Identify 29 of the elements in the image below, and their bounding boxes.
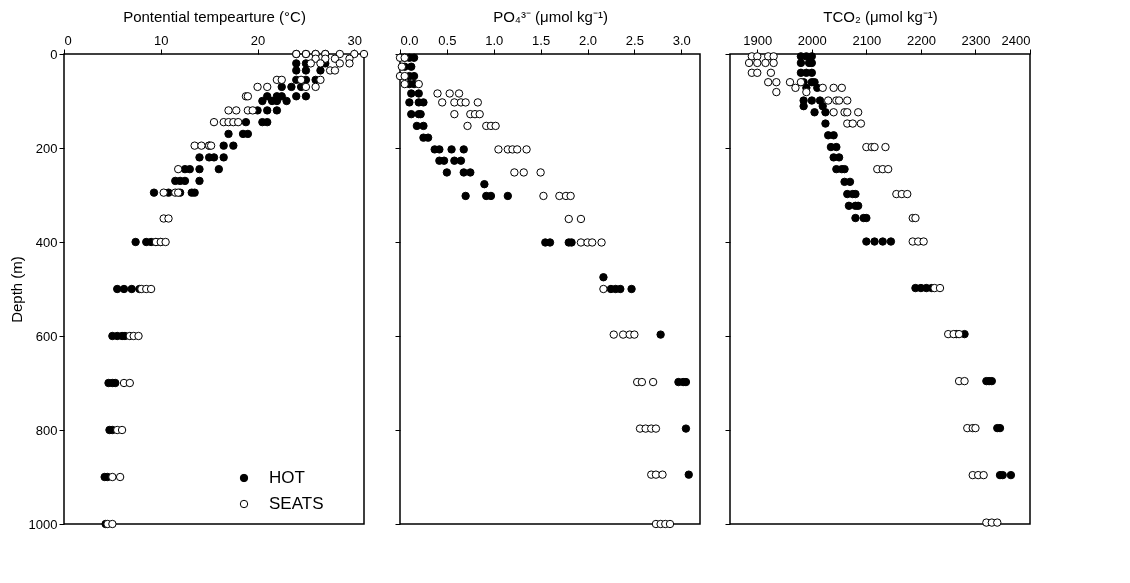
y-tick-label: 600 xyxy=(35,328,58,344)
x-tick-label: 0.0 xyxy=(400,32,419,48)
x-axis-title: TCO₂ (μmol kg⁻¹) xyxy=(823,7,938,25)
x-tick-label: 2000 xyxy=(797,32,827,48)
x-tick-label: 2300 xyxy=(961,32,991,48)
x-tick-label: 2.0 xyxy=(578,32,598,48)
x-tick-label: 2400 xyxy=(1001,32,1031,48)
legend-label: HOT xyxy=(269,468,305,487)
x-axis-title: Pontential tempearture (°C) xyxy=(123,7,306,25)
x-tick-label: 0.5 xyxy=(438,32,457,48)
x-tick-label: 2100 xyxy=(852,32,882,48)
legend-label: SEATS xyxy=(269,494,324,513)
x-tick-label: 2.5 xyxy=(625,32,644,48)
x-tick-label: 30 xyxy=(347,32,363,48)
y-tick-label: 0 xyxy=(50,46,58,62)
y-tick-label: 200 xyxy=(35,140,58,156)
x-tick-label: 1.5 xyxy=(532,32,551,48)
x-tick-label: 2200 xyxy=(906,32,936,48)
y-tick-label: 1000 xyxy=(28,516,58,532)
x-tick-label: 3.0 xyxy=(672,32,691,48)
x-tick-label: 0 xyxy=(64,32,72,48)
x-tick-label: 1900 xyxy=(743,32,773,48)
y-axis-title: Depth (m) xyxy=(7,256,25,323)
x-tick-label: 1.0 xyxy=(485,32,504,48)
y-tick-label: 400 xyxy=(35,234,58,250)
x-tick-label: 20 xyxy=(250,32,266,48)
y-tick-label: 800 xyxy=(35,422,58,438)
x-axis-title: PO₄³⁻ (μmol kg⁻¹) xyxy=(493,7,608,25)
x-tick-label: 10 xyxy=(154,32,169,48)
